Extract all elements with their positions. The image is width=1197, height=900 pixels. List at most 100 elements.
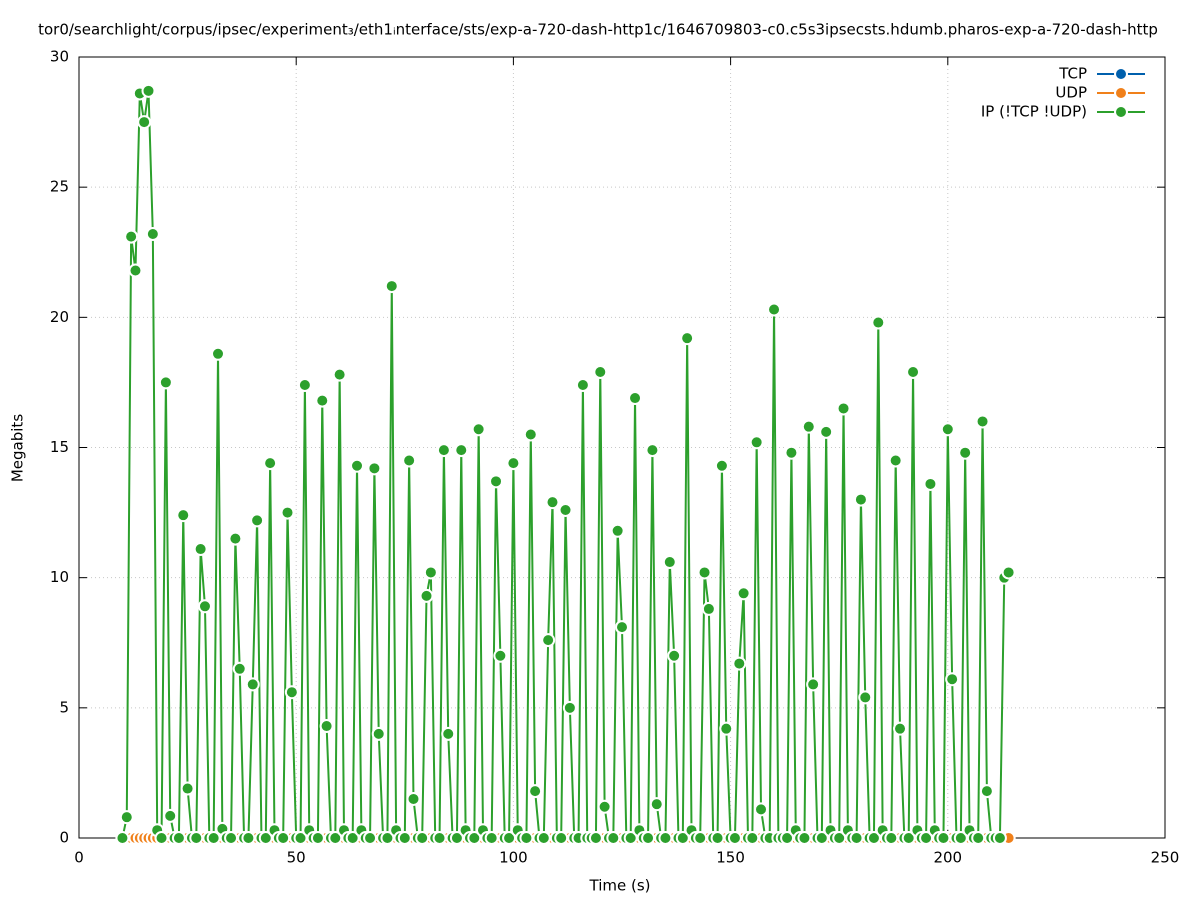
data-point bbox=[1001, 565, 1016, 580]
data-point bbox=[936, 831, 951, 845]
data-point bbox=[866, 831, 881, 845]
data-point bbox=[145, 227, 160, 242]
data-point bbox=[858, 690, 873, 705]
y-tick-label: 20 bbox=[50, 308, 69, 326]
data-point bbox=[853, 492, 868, 507]
data-point bbox=[158, 375, 173, 390]
legend-label: UDP bbox=[1055, 84, 1087, 102]
data-point bbox=[562, 700, 577, 715]
data-point bbox=[406, 791, 421, 806]
data-point bbox=[667, 648, 682, 663]
data-point bbox=[224, 831, 239, 845]
data-point bbox=[371, 726, 386, 741]
data-point bbox=[211, 346, 226, 361]
data-point bbox=[814, 831, 829, 845]
data-point bbox=[471, 422, 486, 437]
data-point bbox=[919, 831, 934, 845]
data-point bbox=[137, 115, 152, 130]
data-point bbox=[232, 661, 247, 676]
data-point bbox=[615, 620, 629, 635]
x-tick-label: 0 bbox=[74, 849, 84, 867]
data-point bbox=[293, 831, 308, 845]
legend-label: TCP bbox=[1058, 65, 1087, 83]
data-point bbox=[545, 495, 560, 510]
data-point bbox=[467, 831, 482, 845]
data-point bbox=[154, 831, 169, 845]
data-point bbox=[597, 799, 612, 814]
data-point bbox=[819, 424, 834, 439]
y-tick-label: 5 bbox=[59, 698, 69, 716]
data-point bbox=[397, 831, 412, 845]
data-point bbox=[780, 831, 795, 845]
data-point bbox=[263, 456, 278, 471]
series-line bbox=[121, 90, 1010, 842]
data-point bbox=[489, 474, 504, 489]
data-point bbox=[749, 435, 764, 450]
data-point bbox=[754, 802, 769, 817]
data-point bbox=[832, 831, 847, 845]
chart-title: tor0/searchlight/corpus/ipsec/experiment… bbox=[38, 21, 1158, 39]
data-point bbox=[332, 367, 347, 382]
x-tick-label: 200 bbox=[933, 849, 962, 867]
data-point bbox=[319, 719, 334, 734]
data-point bbox=[245, 677, 260, 692]
y-tick-label: 30 bbox=[50, 48, 69, 66]
y-tick-label: 15 bbox=[50, 438, 69, 456]
data-point bbox=[975, 414, 990, 429]
data-point bbox=[893, 721, 908, 736]
legend-label: IP (!TCP !UDP) bbox=[981, 103, 1087, 121]
data-point bbox=[645, 443, 660, 458]
data-point bbox=[958, 445, 973, 460]
data-point bbox=[315, 393, 330, 408]
data-point bbox=[806, 677, 821, 692]
data-point bbox=[124, 229, 139, 244]
data-point bbox=[119, 810, 134, 825]
data-point bbox=[197, 599, 212, 614]
data-point bbox=[350, 458, 365, 473]
data-point bbox=[206, 831, 221, 845]
y-tick-label: 0 bbox=[59, 829, 69, 847]
data-point bbox=[727, 831, 742, 845]
data-point bbox=[193, 542, 208, 557]
x-axis-label: Time (s) bbox=[589, 877, 651, 895]
x-tick-label: 150 bbox=[716, 849, 745, 867]
data-point bbox=[888, 453, 903, 468]
data-point bbox=[250, 513, 265, 528]
data-point bbox=[719, 721, 734, 736]
data-point bbox=[641, 831, 656, 845]
data-point bbox=[767, 302, 782, 317]
data-point bbox=[649, 797, 664, 812]
data-point bbox=[345, 831, 360, 845]
data-point bbox=[536, 831, 551, 845]
data-point bbox=[502, 831, 517, 845]
data-point bbox=[558, 502, 573, 517]
data-point bbox=[310, 831, 325, 845]
data-point bbox=[328, 831, 343, 845]
data-point bbox=[493, 648, 508, 663]
data-point bbox=[606, 831, 621, 845]
legend-marker bbox=[1114, 105, 1128, 119]
data-point bbox=[280, 505, 295, 520]
data-point bbox=[128, 263, 143, 278]
data-point bbox=[163, 808, 178, 823]
x-tick-label: 50 bbox=[287, 849, 306, 867]
legend-marker bbox=[1114, 86, 1128, 100]
data-point bbox=[528, 784, 543, 799]
data-point bbox=[449, 831, 464, 845]
data-point bbox=[176, 508, 191, 523]
data-point bbox=[171, 831, 186, 845]
data-point bbox=[732, 656, 747, 671]
data-point bbox=[701, 601, 716, 616]
data-point bbox=[419, 588, 434, 603]
data-point bbox=[658, 831, 673, 845]
x-tick-label: 100 bbox=[499, 849, 528, 867]
data-point bbox=[541, 633, 556, 648]
data-point bbox=[484, 831, 499, 845]
data-point bbox=[680, 331, 695, 346]
data-point bbox=[884, 831, 899, 845]
data-point bbox=[436, 443, 451, 458]
data-point bbox=[380, 831, 395, 845]
data-point bbox=[432, 831, 447, 845]
data-point bbox=[736, 586, 751, 601]
